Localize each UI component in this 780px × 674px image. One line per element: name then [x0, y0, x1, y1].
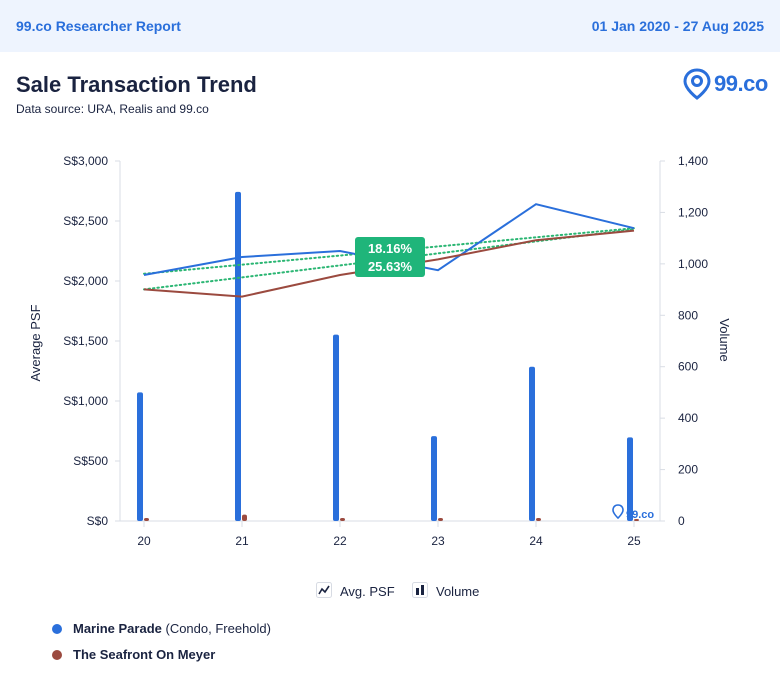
y-tick-label: S$3,000 — [63, 154, 108, 168]
data-source: Data source: URA, Realis and 99.co — [16, 102, 209, 116]
volume-bar — [340, 518, 345, 521]
legend-series-meta: (Condo, Freehold) — [161, 621, 271, 636]
legend-dot — [52, 624, 62, 634]
legend-avg-psf-label: Avg. PSF — [340, 584, 395, 599]
y2-tick-label: 0 — [678, 514, 685, 528]
volume-bar — [137, 392, 143, 521]
x-tick-label: 25 — [627, 534, 641, 548]
y2-tick-label: 1,200 — [678, 205, 708, 219]
bar-chart-icon — [412, 582, 428, 598]
y2-tick-label: 1,000 — [678, 257, 708, 271]
y-tick-label: S$1,500 — [63, 334, 108, 348]
y-tick-label: S$2,000 — [63, 274, 108, 288]
volume-bar — [431, 436, 437, 521]
report-name: 99.co Researcher Report — [16, 18, 181, 34]
watermark-pin-icon — [612, 504, 624, 520]
map-pin-icon — [683, 68, 711, 100]
y-tick-label: S$500 — [73, 454, 108, 468]
y2-tick-label: 800 — [678, 308, 698, 322]
volume-bar — [627, 437, 633, 521]
x-tick-label: 23 — [431, 534, 445, 548]
sale-transaction-chart: S$0 S$500 S$1,000 S$1,500 S$2,000 S$2,500 S$3,… — [28, 154, 732, 548]
x-tick-label: 24 — [529, 534, 543, 548]
trend-line — [143, 227, 635, 275]
legend-series-name: The Seafront On Meyer — [73, 647, 216, 662]
y2-tick-label: 600 — [678, 360, 698, 374]
y-tick-label: S$0 — [87, 514, 109, 528]
y2-tick-label: 400 — [678, 411, 698, 425]
trend-change-badge — [355, 237, 425, 277]
x-tick-label: 21 — [235, 534, 249, 548]
volume-bar — [529, 366, 535, 521]
volume-bar — [235, 191, 241, 521]
trend-change-marine: 18.16% — [368, 241, 413, 256]
y-axis-label: Average PSF — [28, 304, 43, 381]
chart-type-legend: Avg. PSF Volume — [0, 580, 780, 602]
volume-bar — [333, 334, 339, 521]
y-tick-label: S$1,000 — [63, 394, 108, 408]
watermark-text: 99.co — [626, 509, 654, 521]
x-tick-label: 22 — [333, 534, 347, 548]
legend-series-name: Marine Parade — [73, 621, 162, 636]
trend-change-seafront: 25.63% — [368, 259, 413, 274]
line-chart-icon — [316, 582, 332, 598]
volume-bar — [144, 518, 149, 521]
chart-watermark: 99.co — [612, 504, 654, 521]
brand-logo: 99.co — [682, 68, 768, 100]
y2-axis-label: Volume — [717, 318, 732, 361]
volume-bar — [242, 514, 247, 521]
volume-bar — [536, 518, 541, 521]
volume-bar — [634, 519, 639, 521]
x-tick-label: 20 — [137, 534, 151, 548]
legend-volume-label: Volume — [436, 584, 480, 599]
y-tick-label: S$2,500 — [63, 214, 108, 228]
report-date-range: 01 Jan 2020 - 27 Aug 2025 — [591, 18, 764, 34]
y2-tick-label: 200 — [678, 463, 698, 477]
page-title: Sale Transaction Trend — [16, 72, 257, 97]
report-header: 99.co Researcher Report 01 Jan 2020 - 27… — [0, 0, 780, 52]
y2-tick-label: 1,400 — [678, 154, 708, 168]
brand-logo-text: 99.co — [714, 71, 768, 96]
legend-dot — [52, 650, 62, 660]
volume-bar — [438, 518, 443, 521]
